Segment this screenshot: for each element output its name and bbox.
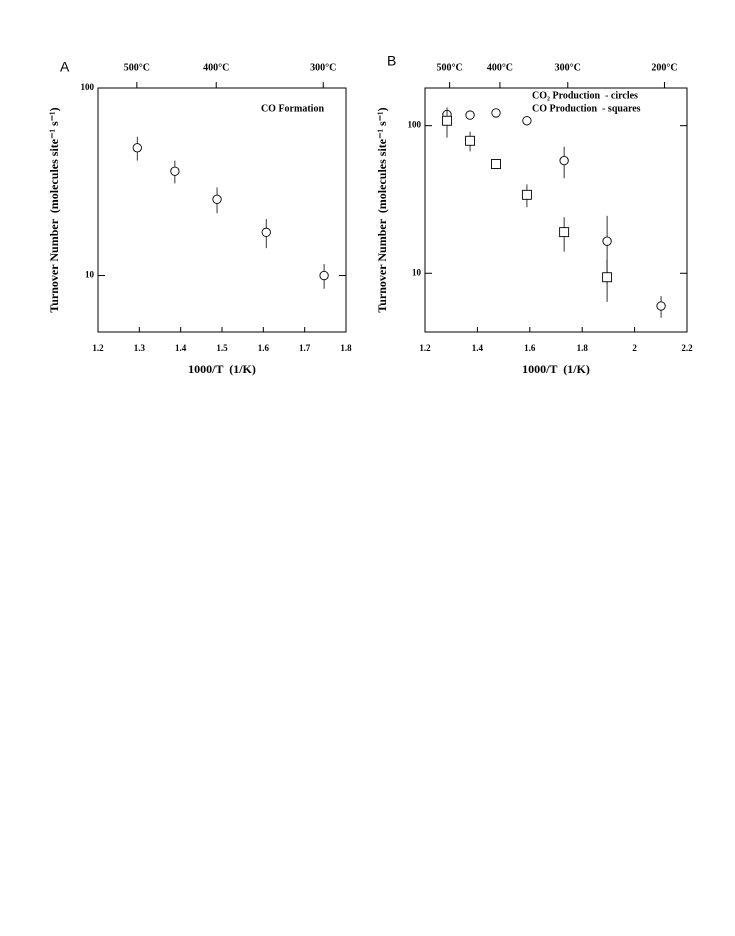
- legend-entry: CO Production - squares: [532, 103, 641, 114]
- x-tick-label: 1.4: [175, 343, 187, 353]
- x-tick-label: 1.6: [258, 343, 270, 353]
- x-tick-label: 2: [632, 343, 637, 353]
- y-tick-label: 10: [85, 270, 95, 280]
- x-axis-label: 1000/T (1/K): [522, 362, 590, 376]
- marker: [521, 189, 532, 200]
- y-axis-label: Turnover Number (molecules site⁻¹ s⁻¹): [375, 107, 389, 312]
- y-tick-label: 100: [408, 120, 422, 130]
- marker: [559, 155, 569, 166]
- marker: [656, 301, 666, 311]
- x-tick-label: 1.2: [419, 343, 431, 353]
- top-tick-label: 500°C: [437, 62, 463, 73]
- panel-label: B: [387, 53, 396, 69]
- marker: [522, 116, 532, 126]
- x-axis-label: 1000/T (1/K): [188, 362, 256, 376]
- legend-entry: CO₂ Production - circles: [532, 90, 638, 101]
- x-tick-label: 1.4: [472, 343, 484, 353]
- y-axis-label: Turnover Number (molecules site⁻¹ s⁻¹): [47, 107, 61, 312]
- marker: [602, 272, 613, 283]
- x-tick-label: 1.3: [134, 343, 146, 353]
- top-tick-label: 300°C: [555, 62, 581, 73]
- marker: [491, 159, 501, 169]
- marker: [465, 110, 475, 120]
- x-tick-label: 2.2: [681, 343, 693, 353]
- marker: [602, 236, 612, 246]
- marker: [170, 166, 180, 176]
- x-tick-label: 1.6: [524, 343, 536, 353]
- top-tick-label: 500°C: [124, 62, 150, 73]
- y-tick-label: 100: [81, 82, 95, 92]
- top-tick-label: 400°C: [487, 62, 513, 73]
- top-tick-label: 300°C: [310, 62, 336, 73]
- annotation: CO Formation: [261, 103, 324, 114]
- x-tick-label: 1.8: [577, 343, 589, 353]
- marker: [491, 108, 501, 118]
- marker: [261, 227, 271, 237]
- x-tick-label: 1.7: [299, 343, 311, 353]
- marker: [319, 270, 329, 281]
- top-tick-label: 200°C: [651, 62, 677, 73]
- marker: [465, 135, 476, 146]
- top-tick-label: 400°C: [203, 62, 229, 73]
- x-tick-label: 1.5: [216, 343, 228, 353]
- x-tick-label: 1.2: [92, 343, 104, 353]
- x-tick-label: 1.8: [340, 343, 352, 353]
- marker: [132, 143, 142, 153]
- marker: [212, 194, 222, 204]
- marker: [442, 115, 452, 126]
- y-tick-label: 10: [412, 267, 422, 277]
- marker: [559, 227, 570, 238]
- plot-frame: [424, 87, 688, 333]
- plot-frame: [97, 87, 347, 333]
- panel-label: A: [60, 59, 70, 75]
